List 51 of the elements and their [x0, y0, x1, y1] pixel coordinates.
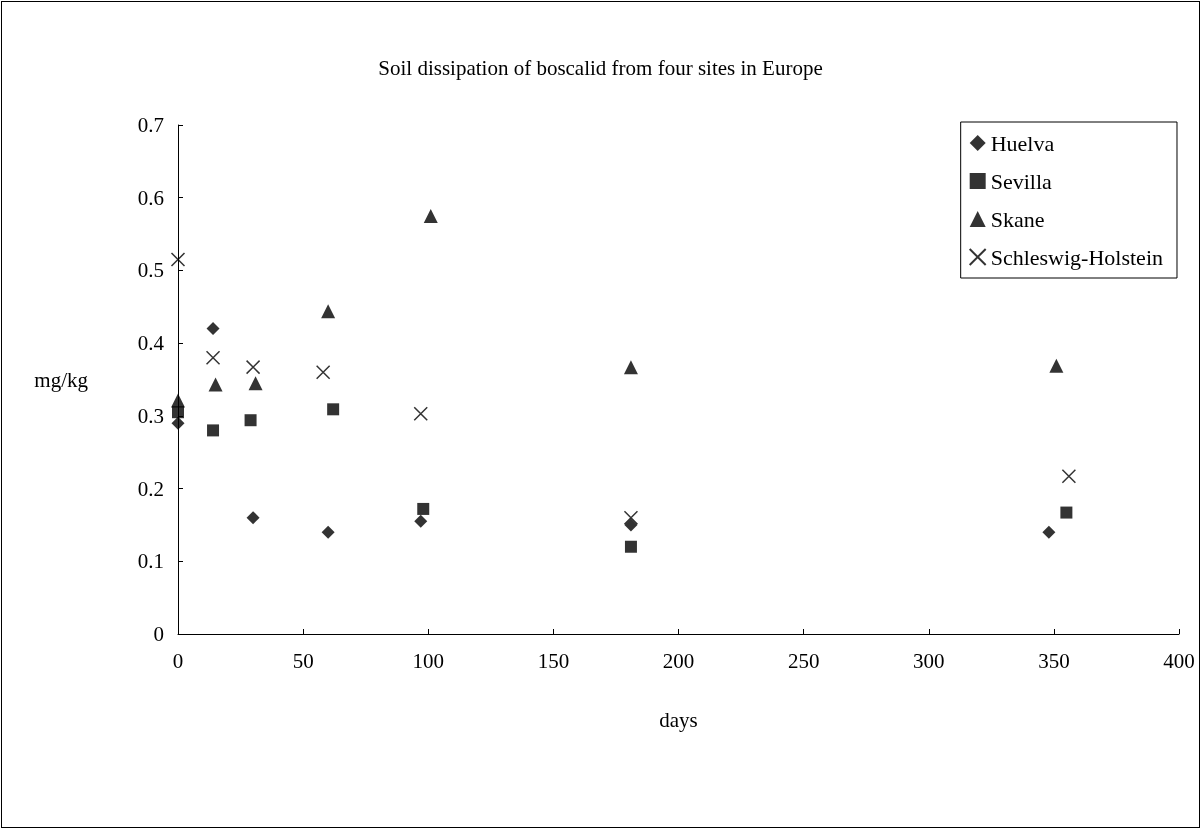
point: [423, 208, 438, 223]
point: [171, 393, 185, 408]
point: [244, 414, 257, 427]
y-tick-label: 0.6: [137, 185, 164, 210]
legend-label: Huelva: [990, 130, 1055, 156]
y-tick-label: 0: [153, 622, 164, 646]
point: [623, 360, 638, 375]
point: [624, 518, 638, 532]
point: [1060, 506, 1073, 519]
legend-label: Schleswig-Holstein: [990, 244, 1164, 270]
point: [327, 403, 340, 416]
point: [206, 322, 220, 336]
chart-title: Soil dissipation of boscalid from four sites in Europe: [378, 55, 823, 80]
x-tick-label: 400: [1163, 648, 1195, 673]
y-tick-label: 0.2: [137, 476, 164, 501]
y-tick-label: 0.1: [137, 549, 164, 574]
point: [417, 502, 430, 515]
x-axis-title: days: [659, 707, 698, 732]
legend-label: Sevilla: [990, 168, 1053, 194]
point: [414, 514, 428, 528]
y-tick-label: 0.3: [137, 403, 164, 428]
y-tick-label: 0.4: [137, 331, 165, 356]
point: [315, 364, 331, 380]
x-tick-label: 150: [537, 648, 570, 673]
point: [321, 525, 335, 539]
point: [208, 377, 223, 392]
point: [1042, 525, 1056, 539]
x-tick-label: 0: [172, 648, 184, 673]
y-tick-label: 0.5: [137, 258, 164, 283]
point: [207, 424, 220, 437]
y-tick-label: 0.7: [137, 113, 164, 137]
point: [170, 252, 186, 267]
point: [246, 511, 260, 525]
x-tick-label: 300: [913, 648, 945, 673]
x-tick-label: 350: [1038, 648, 1070, 673]
point: [623, 510, 639, 525]
point: [1049, 358, 1064, 373]
x-tick-label: 200: [662, 648, 695, 673]
point: [205, 350, 221, 365]
point: [624, 540, 637, 553]
legend-label: Skane: [990, 206, 1045, 232]
x-tick-label: 50: [292, 648, 314, 673]
point: [171, 416, 185, 430]
x-tick-label: 250: [787, 648, 820, 673]
point: [321, 304, 336, 319]
point: [248, 376, 263, 391]
point: [413, 406, 428, 421]
point: [245, 359, 261, 375]
y-axis-title: mg/kg: [34, 367, 89, 392]
point: [1061, 468, 1077, 484]
x-tick-label: 100: [412, 648, 444, 673]
